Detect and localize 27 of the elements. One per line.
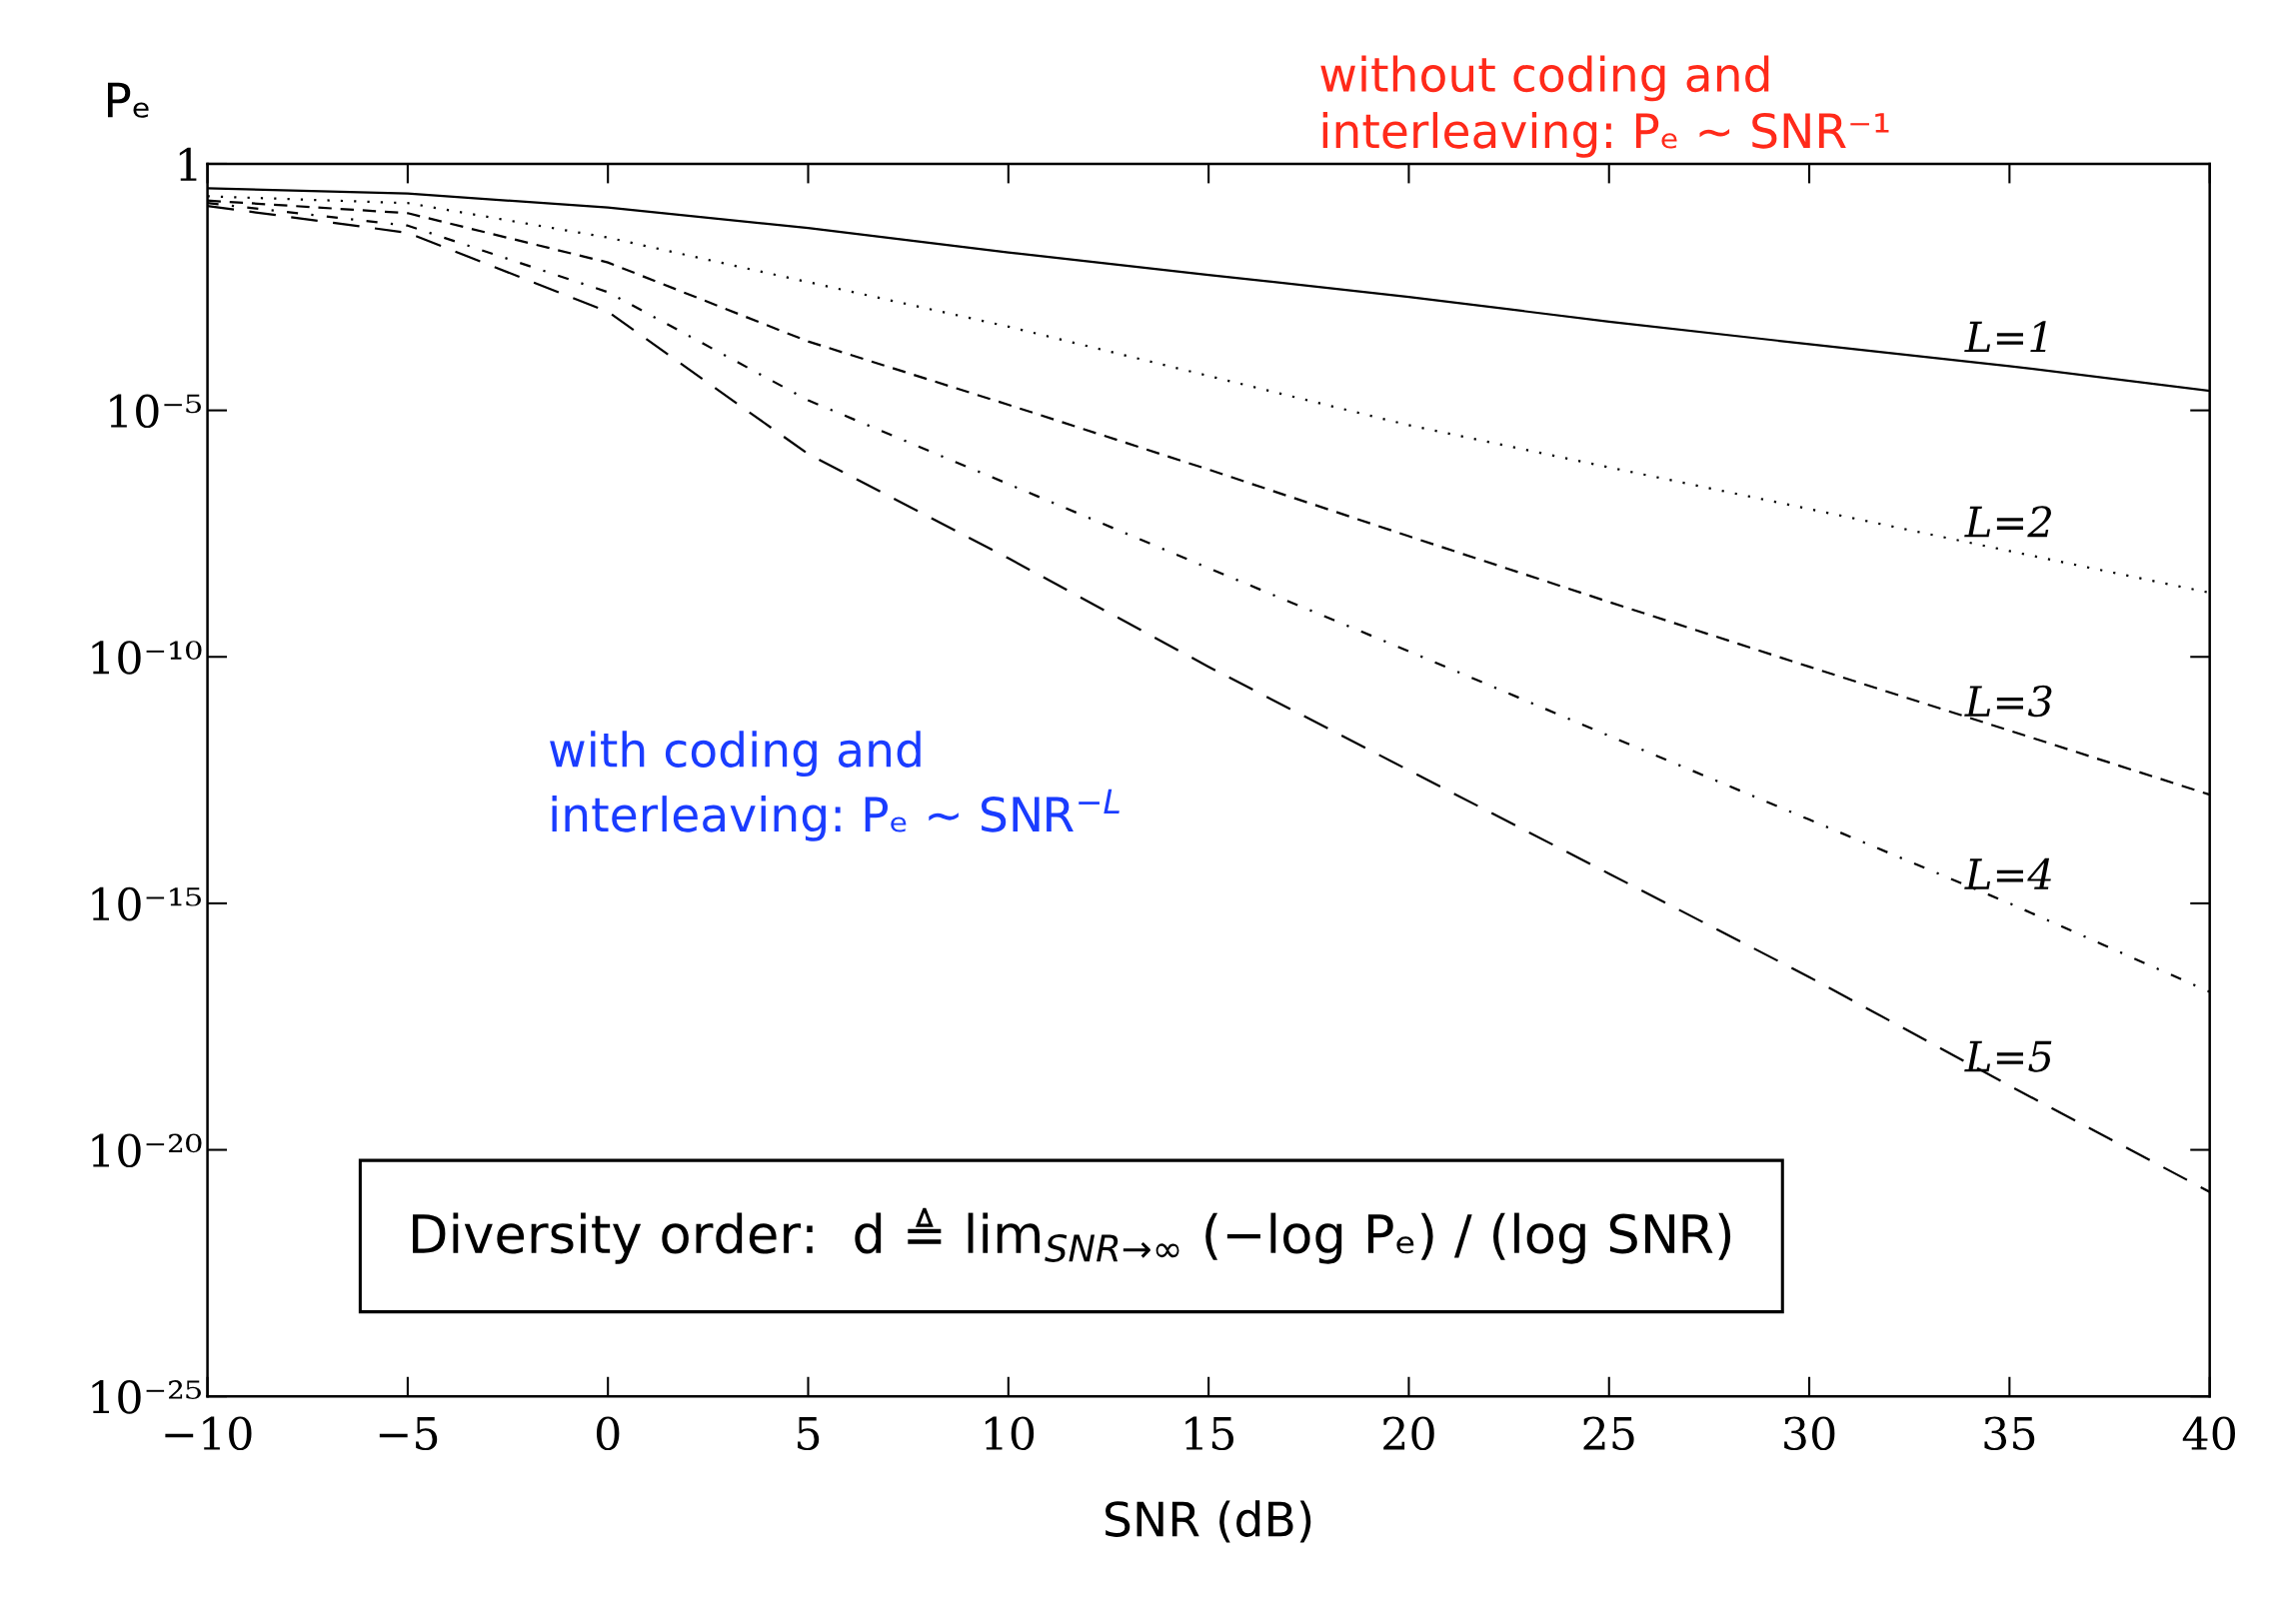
series-label: L=3 [1964,685,2052,718]
y-tick-label: 10⁻²⁵ [92,1380,201,1414]
y-tick-label: 10⁻²⁰ [92,1133,202,1168]
annotation: Diversity order: d ≜ lim$_{SNR→∞}$ (−log Pₑ) / (log SNR) [413,1207,1731,1264]
x-tick-label: 35 [1984,1416,2035,1451]
x-tick-label: −5 [379,1417,438,1451]
text: without coding and interleaving: Pₑ ∼ SNR⁻¹ [1320,55,1889,158]
y-tick-label: 10⁻¹⁰ [92,641,202,675]
y-tick-label: 10⁻⁵ [110,394,201,429]
y-tick-label: 10⁻¹⁵ [92,886,201,921]
series-label: L=1 [1964,321,2046,353]
x-tick-label: 0 [596,1416,620,1451]
x-tick-label: 20 [1383,1416,1434,1451]
series-label: L=4 [1964,857,2051,889]
x-tick-label: 40 [2182,1416,2236,1451]
x-axis-title: SNR (dB) [1106,1500,1311,1543]
x-tick-label: 25 [1583,1416,1634,1451]
series-label: L=5 [1964,1040,2052,1072]
x-tick-label: −10 [165,1416,252,1451]
x-tick-label: 5 [798,1417,820,1451]
x-tick-label: 30 [1784,1416,1835,1451]
y-axis-title: Pₑ [107,82,149,118]
annotation: with coding and interleaving: Pₑ ∼ SNR$^{−L}$ [550,731,1120,841]
x-tick-label: 15 [1185,1416,1233,1451]
series-label: L=2 [1964,506,2051,538]
y-tick-label: 1 [179,147,197,181]
x-tick-label: 10 [985,1416,1035,1451]
